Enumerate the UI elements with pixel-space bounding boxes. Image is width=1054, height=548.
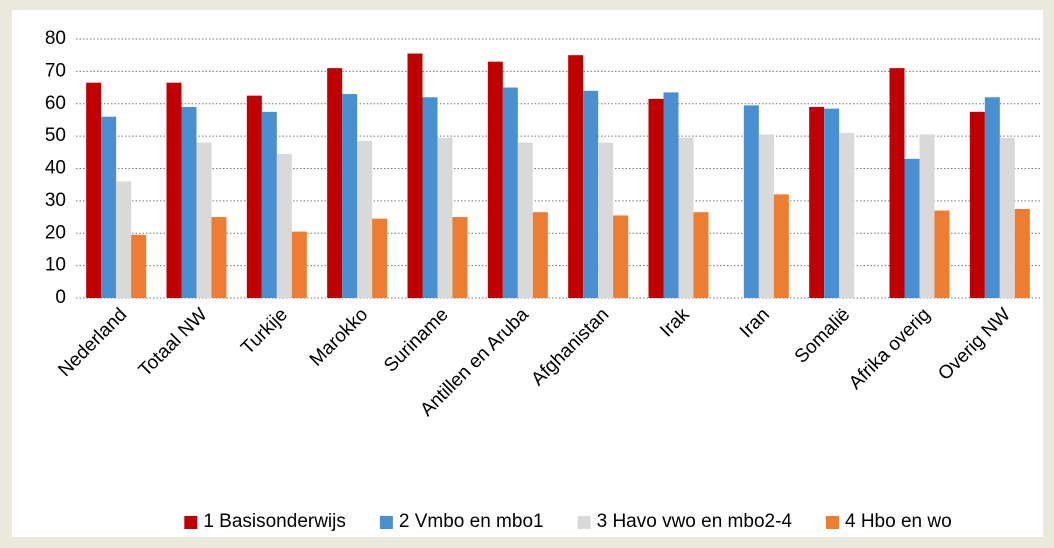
bar: [934, 210, 950, 298]
legend-swatch: [577, 516, 591, 529]
legend-label: 3 Havo vwo en mbo2-4: [597, 511, 793, 532]
bar: [904, 158, 920, 298]
bar: [211, 217, 227, 298]
legend-swatch: [825, 516, 839, 529]
y-tick-label: 0: [55, 287, 66, 308]
bar: [181, 106, 197, 298]
bar: [166, 82, 182, 298]
bar: [101, 116, 117, 298]
bar: [919, 134, 935, 298]
bar: [568, 55, 584, 298]
bar: [86, 82, 102, 298]
bar: [372, 218, 388, 298]
bar: [487, 61, 503, 298]
y-tick-label: 80: [45, 28, 66, 49]
bar: [969, 111, 985, 298]
bar: [598, 142, 614, 298]
bar: [452, 217, 468, 298]
bar: [693, 212, 709, 298]
legend-label: 2 Vmbo en mbo1: [399, 511, 544, 532]
bar: [407, 53, 423, 298]
y-tick-label: 60: [45, 93, 66, 114]
bar: [437, 137, 453, 298]
bar: [357, 140, 373, 298]
bar: [999, 137, 1015, 298]
y-tick-label: 30: [45, 190, 66, 211]
bar: [246, 95, 262, 298]
y-tick-label: 10: [45, 255, 66, 276]
bar: [613, 215, 629, 298]
bar: [422, 97, 438, 299]
legend-label: 1 Basisonderwijs: [203, 511, 346, 532]
bar: [773, 194, 789, 298]
bar: [889, 68, 905, 298]
bar: [648, 98, 664, 298]
bar: [583, 90, 599, 298]
bar: [758, 134, 774, 298]
bar: [502, 87, 518, 298]
bar: [517, 142, 533, 298]
y-tick-label: 50: [45, 125, 66, 146]
legend-swatch: [184, 516, 198, 529]
bar: [276, 153, 292, 298]
bar: [131, 234, 147, 298]
bar: [291, 231, 307, 298]
bar: [678, 137, 694, 298]
bar: [196, 142, 212, 298]
bar: [839, 132, 855, 298]
bar: [743, 105, 759, 299]
bar: [116, 181, 132, 298]
bar: [984, 97, 1000, 299]
bar: [342, 94, 358, 298]
y-tick-label: 70: [45, 60, 66, 81]
bar: [824, 108, 840, 298]
bar: [532, 212, 548, 298]
bar: [327, 68, 343, 298]
y-tick-label: 20: [45, 222, 66, 243]
bar: [809, 106, 825, 298]
legend-swatch: [379, 516, 393, 529]
bar: [1014, 208, 1030, 298]
y-tick-label: 40: [45, 158, 66, 179]
bar: [261, 111, 277, 298]
bar: [663, 92, 679, 298]
legend-label: 4 Hbo en wo: [845, 511, 952, 532]
